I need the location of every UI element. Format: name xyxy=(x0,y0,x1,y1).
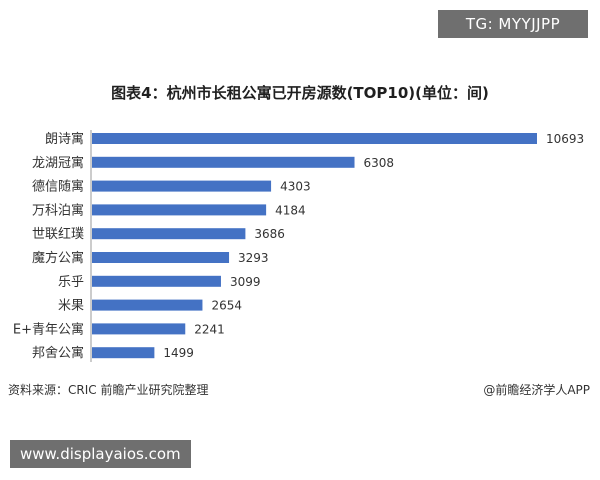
category-label: 龙湖冠寓 xyxy=(32,155,84,171)
value-label: 10693 xyxy=(546,132,584,146)
category-label: 米果 xyxy=(58,299,84,314)
category-label: E+青年公寓 xyxy=(13,321,84,337)
value-label: 4303 xyxy=(280,180,311,194)
bar xyxy=(92,299,203,311)
bar xyxy=(92,252,230,263)
site-watermark: www.displayaios.com xyxy=(10,440,191,468)
chart-title: 图表4：杭州市长租公寓已开房源数(TOP10)(单位：间) xyxy=(111,84,489,102)
bar xyxy=(92,204,267,216)
category-label: 邦舍公寓 xyxy=(32,345,84,361)
bar xyxy=(92,156,355,168)
bar xyxy=(92,133,537,144)
source-note: 资料来源：CRIC 前瞻产业研究院整理 xyxy=(8,383,209,397)
value-label: 1499 xyxy=(163,346,194,360)
bar xyxy=(92,180,272,192)
value-label: 3686 xyxy=(254,227,285,241)
telegram-watermark: TG: MYYJJPP xyxy=(438,10,588,38)
category-label: 朗诗寓 xyxy=(45,131,84,147)
value-label: 2241 xyxy=(194,322,225,336)
bar xyxy=(92,275,221,287)
brand-credit: @前瞻经济学人APP xyxy=(483,383,590,397)
value-label: 4184 xyxy=(275,203,306,217)
category-label: 德信随寓 xyxy=(32,179,84,195)
category-label: 魔方公寓 xyxy=(32,250,84,266)
bar xyxy=(92,347,155,359)
category-label: 世联红璞 xyxy=(32,226,84,242)
value-label: 3293 xyxy=(238,251,269,265)
bars-layer: 朗诗寓 10693 龙湖冠寓 6308 德信随寓 4303 万科泊寓 4184 世联红璞 3686… xyxy=(13,131,584,361)
value-label: 3099 xyxy=(230,275,261,289)
bar xyxy=(92,323,186,335)
bar xyxy=(92,228,246,240)
value-label: 2654 xyxy=(211,299,242,313)
value-label: 6308 xyxy=(364,156,395,170)
category-label: 乐乎 xyxy=(58,275,84,290)
category-label: 万科泊寓 xyxy=(32,202,84,218)
